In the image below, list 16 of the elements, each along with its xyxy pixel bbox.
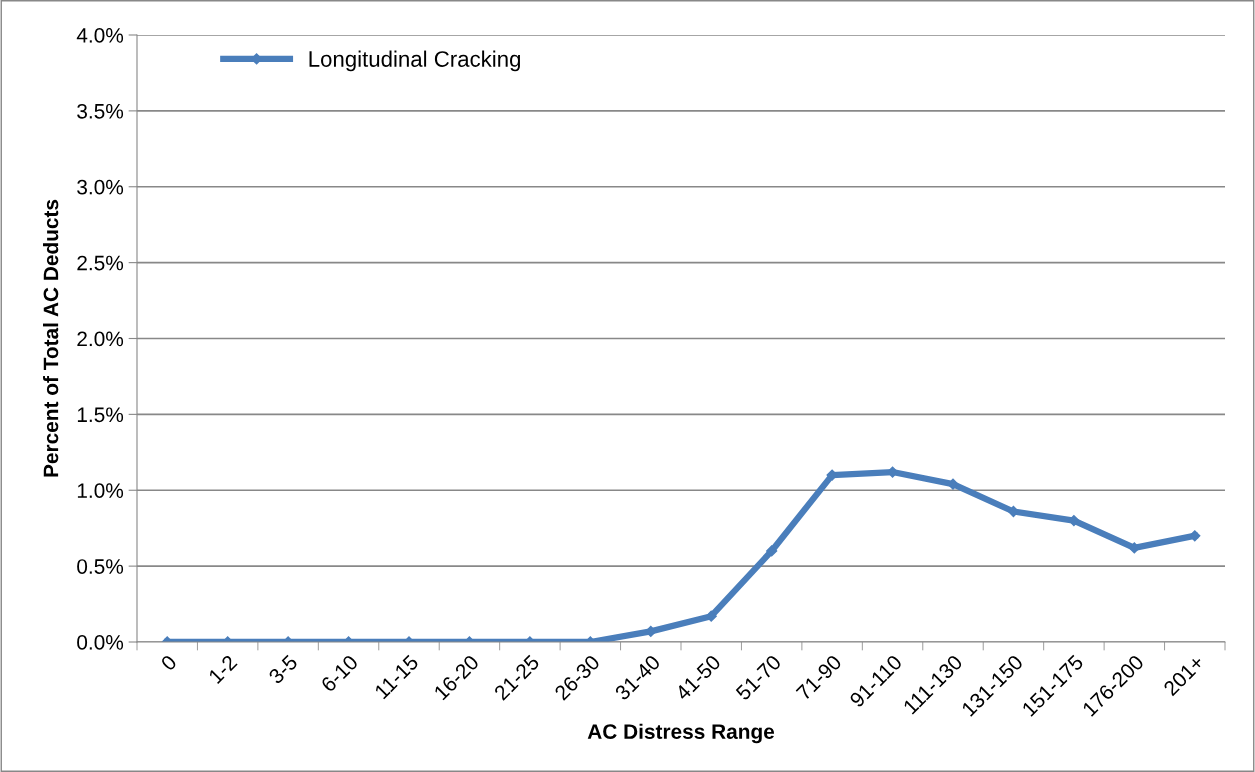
- y-tick-label: 3.0%: [77, 179, 124, 195]
- y-tick-label: 3.5%: [77, 103, 124, 119]
- x-tick-label: 0: [159, 654, 178, 672]
- x-tick-label: 3-5: [267, 654, 299, 685]
- y-tick-label: 4.0%: [76, 28, 124, 43]
- y-tick-label: 2.0%: [77, 331, 124, 347]
- y-tick-label: 2.5%: [77, 255, 124, 271]
- legend-label: Longitudinal Cracking: [309, 50, 520, 72]
- y-axis-title: Percent of Total AC Deducts: [43, 199, 59, 477]
- x-tick-label: 6-10: [320, 654, 359, 693]
- y-tick-label: 0.5%: [77, 559, 124, 574]
- y-tick-label: 0.0%: [77, 635, 124, 650]
- y-tick-label: 1.5%: [77, 407, 124, 423]
- x-tick-label: 1-2: [207, 654, 238, 684]
- y-tick-label: 1.0%: [77, 483, 124, 498]
- x-axis-title: AC Distress Range: [587, 723, 775, 744]
